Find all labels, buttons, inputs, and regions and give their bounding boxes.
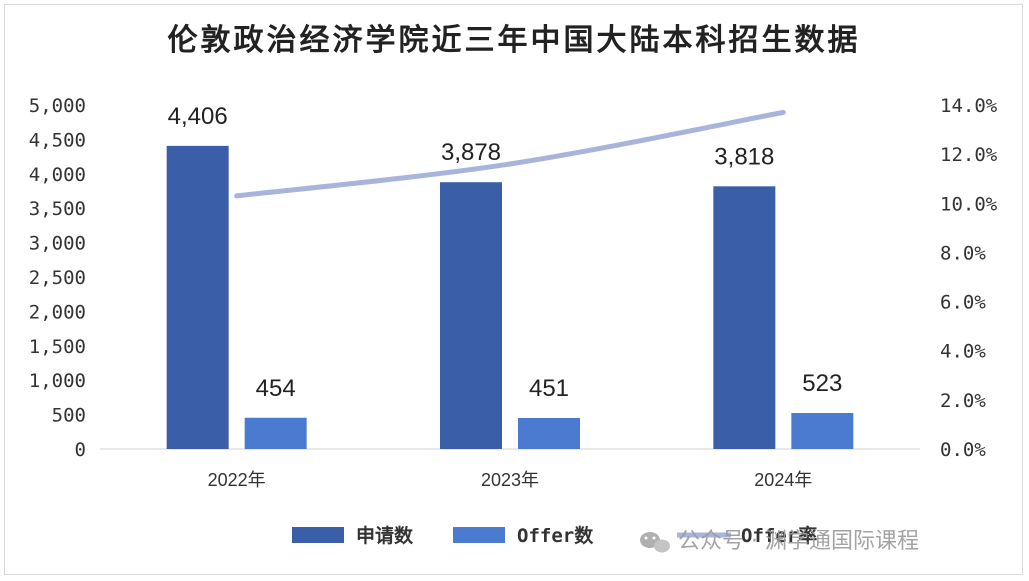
bar-offers (518, 417, 580, 449)
bar-data-label: 4,406 (168, 103, 228, 130)
y-left-tick-label: 2,000 (29, 301, 86, 323)
chart-title: 伦敦政治经济学院近三年中国大陆本科招生数据 (168, 23, 861, 58)
y-left-tick-label: 500 (52, 405, 86, 427)
y-left-tick-label: 3,500 (29, 198, 86, 220)
y-left-tick-label: 4,000 (29, 164, 86, 186)
offer-rate-line (234, 109, 786, 199)
watermark: 公众号 · 渊学通国际课程 (640, 529, 919, 554)
bar-applications (166, 145, 229, 450)
y-right-tick-label: 2.0% (940, 390, 986, 412)
y-right-tick-label: 8.0% (940, 242, 986, 264)
y-left-tick-label: 1,500 (29, 336, 86, 358)
y-right-tick-label: 6.0% (940, 292, 986, 314)
left-axis: 0 500 1,000 1,500 2,000 2,500 3,000 3,500 4,000 4… (29, 95, 86, 461)
legend-swatch (292, 527, 344, 543)
bar-data-label: 454 (256, 375, 296, 402)
legend-label: Offer数 (517, 524, 594, 547)
y-right-tick-label: 0.0% (940, 439, 986, 461)
y-right-tick-label: 4.0% (940, 341, 986, 363)
legend-label: Offer率 (741, 524, 817, 547)
bar-data-label: 3,818 (714, 143, 774, 170)
y-right-tick-label: 14.0% (940, 95, 998, 117)
line-series (234, 109, 786, 199)
y-left-tick-label: 4,500 (29, 129, 86, 151)
watermark-text: 公众号 · 渊学通国际课程 (678, 529, 919, 554)
bar-offers (244, 417, 307, 449)
y-left-tick-label: 5,000 (29, 95, 86, 117)
y-right-tick-label: 12.0% (940, 144, 998, 166)
bar-data-label: 451 (529, 375, 569, 402)
bar-series: 4,406 454 3,878 451 3,818 523 (166, 103, 854, 450)
legend-label: 申请数 (356, 524, 414, 547)
x-axis: 2022年 2023年 2024年 (208, 470, 813, 490)
bar-applications (440, 182, 502, 449)
x-tick-label: 2022年 (208, 470, 266, 490)
x-tick-label: 2023年 (481, 470, 539, 490)
wechat-icon (640, 532, 670, 553)
y-left-tick-label: 1,000 (29, 370, 86, 392)
y-left-tick-label: 3,000 (29, 233, 86, 255)
bar-applications (713, 186, 776, 449)
right-axis: 0.0% 2.0% 4.0% 6.0% 8.0% 10.0% 12.0% 14.0% (940, 95, 998, 461)
legend: 申请数 Offer数 Offer率 (292, 524, 817, 547)
bar-offers (791, 413, 854, 449)
y-right-tick-label: 10.0% (940, 193, 998, 215)
y-left-tick-label: 2,500 (29, 267, 86, 289)
x-tick-label: 2024年 (754, 470, 812, 490)
y-left-tick-label: 0 (75, 439, 86, 461)
bar-data-label: 3,878 (441, 139, 501, 166)
bar-data-label: 523 (802, 370, 842, 397)
legend-swatch (453, 527, 505, 543)
